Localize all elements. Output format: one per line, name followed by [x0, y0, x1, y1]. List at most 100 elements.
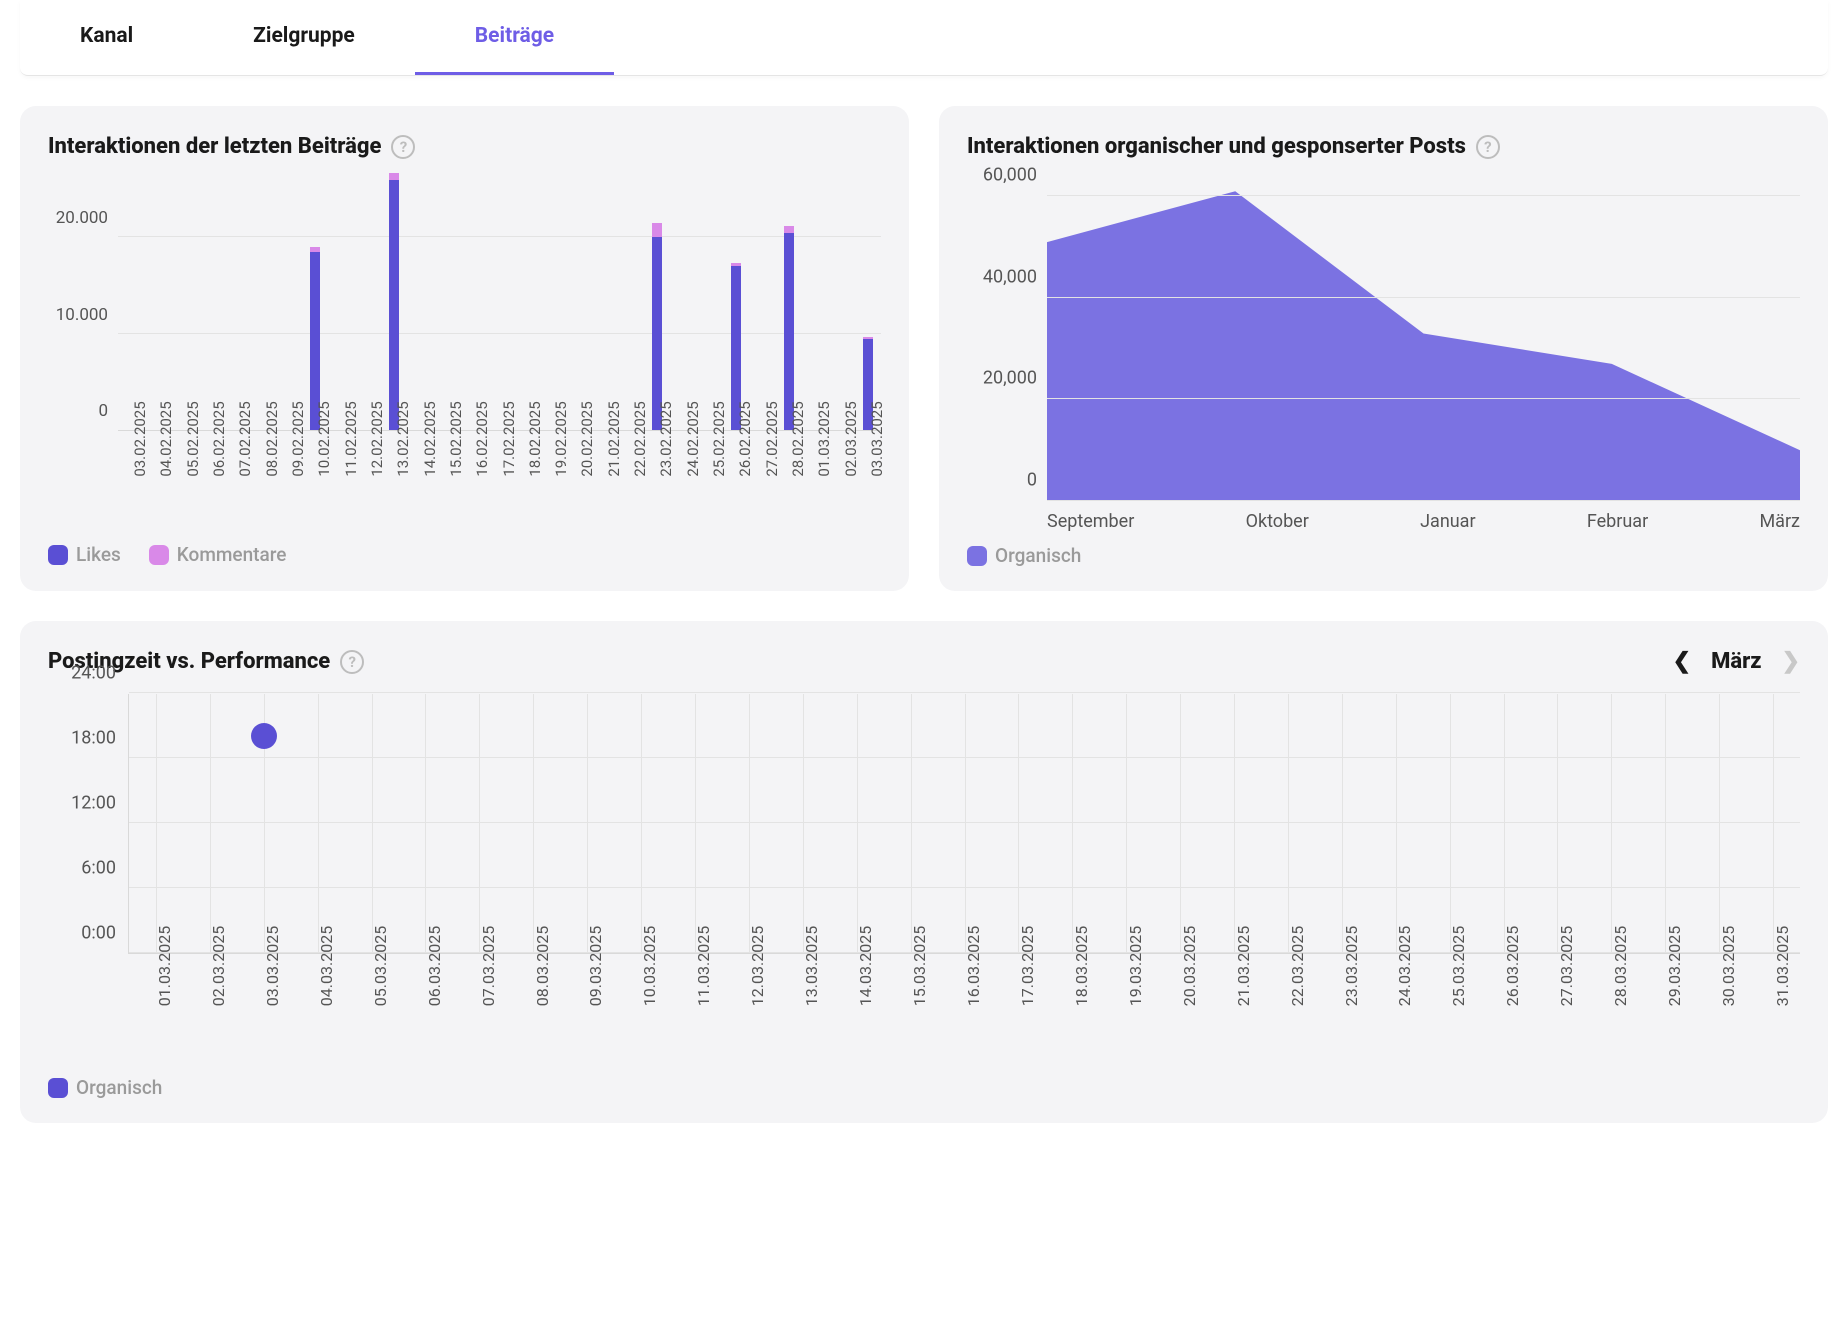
x-tick-label: 24.02.2025	[684, 401, 702, 476]
help-icon[interactable]: ?	[340, 650, 364, 674]
panel-title: Interaktionen der letzten Beiträge	[48, 134, 381, 159]
bar	[652, 223, 662, 430]
x-tick-label: 19.02.2025	[552, 401, 570, 476]
x-tick-label: 17.03.2025	[1018, 926, 1037, 1006]
x-tick-label: 04.03.2025	[317, 926, 336, 1006]
x-tick-label: 12.02.2025	[368, 401, 386, 476]
y-tick-label: 0	[98, 401, 108, 421]
month-label: März	[1711, 649, 1761, 674]
bar-segment-comments	[784, 226, 794, 233]
scatter-point	[251, 723, 277, 749]
panel-posting-time-performance: Postingzeit vs. Performance ? ❮ März ❯ 0…	[20, 621, 1828, 1123]
x-tick-label: 03.02.2025	[131, 401, 149, 476]
x-tick-label: 01.03.2025	[815, 401, 833, 476]
legend-swatch	[149, 545, 169, 565]
x-tick-label: 02.03.2025	[842, 401, 860, 476]
y-tick-label: 12:00	[71, 793, 116, 814]
tab-zielgruppe[interactable]: Zielgruppe	[193, 0, 415, 75]
panel-title: Interaktionen organischer und gesponsert…	[967, 134, 1466, 159]
bar-segment-likes	[389, 180, 399, 430]
x-tick-label: 29.03.2025	[1665, 926, 1684, 1006]
x-tick-label: 28.03.2025	[1611, 926, 1630, 1006]
y-tick-label: 20,000	[983, 368, 1037, 389]
x-tick-label: 17.02.2025	[500, 401, 518, 476]
x-tick-label: 15.02.2025	[447, 401, 465, 476]
y-tick-label: 10.000	[56, 305, 108, 325]
panel-interactions-organic-sponsored: Interaktionen organischer und gesponsert…	[939, 106, 1828, 591]
x-tick-label: 21.02.2025	[605, 401, 623, 476]
x-tick-label: 21.03.2025	[1234, 926, 1253, 1006]
tabs: KanalZielgruppeBeiträge	[20, 0, 1828, 76]
tab-kanal[interactable]: Kanal	[20, 0, 193, 75]
x-tick-label: 05.02.2025	[184, 401, 202, 476]
legend-item: Kommentare	[149, 543, 287, 566]
x-tick-label: 28.02.2025	[789, 401, 807, 476]
x-tick-label: 16.03.2025	[964, 926, 983, 1006]
x-tick-label: 27.02.2025	[763, 401, 781, 476]
x-tick-label: 08.02.2025	[263, 401, 281, 476]
x-tick-label: 24.03.2025	[1395, 926, 1414, 1006]
x-tick-label: 23.02.2025	[657, 401, 675, 476]
x-tick-label: 26.03.2025	[1503, 926, 1522, 1006]
bar-segment-comments	[652, 223, 662, 237]
x-tick-label: 25.03.2025	[1449, 926, 1468, 1006]
x-tick-label: 01.03.2025	[155, 926, 174, 1006]
x-tick-label: 06.02.2025	[210, 401, 228, 476]
x-tick-label: 22.02.2025	[631, 401, 649, 476]
area-chart: 020,00040,00060,000	[967, 171, 1800, 501]
scatter-chart: 0:006:0012:0018:0024:00	[48, 694, 1800, 954]
legend: Organisch	[967, 544, 1800, 567]
x-tick-label: 11.02.2025	[342, 401, 360, 476]
legend: Likes Kommentare	[48, 543, 881, 566]
x-tick-label: 23.03.2025	[1342, 926, 1361, 1006]
x-tick-label: 14.03.2025	[856, 926, 875, 1006]
x-tick-label: 05.03.2025	[371, 926, 390, 1006]
chevron-right-icon[interactable]: ❯	[1782, 649, 1800, 674]
x-tick-label: 08.03.2025	[533, 926, 552, 1006]
panel-interactions-recent: Interaktionen der letzten Beiträge ? 0 10…	[20, 106, 909, 591]
x-tick-label: 14.02.2025	[421, 401, 439, 476]
help-icon[interactable]: ?	[391, 135, 415, 159]
x-tick-label: 30.03.2025	[1719, 926, 1738, 1006]
x-tick-label: 20.02.2025	[578, 401, 596, 476]
legend: Organisch	[48, 1076, 1800, 1099]
x-tick-label: 07.03.2025	[479, 926, 498, 1006]
x-tick-label: 13.02.2025	[394, 401, 412, 476]
legend-label: Organisch	[76, 1076, 162, 1099]
x-tick-label: 12.03.2025	[748, 926, 767, 1006]
chevron-left-icon[interactable]: ❮	[1673, 649, 1691, 674]
x-tick-label: 06.03.2025	[425, 926, 444, 1006]
legend-label: Organisch	[995, 544, 1081, 567]
help-icon[interactable]: ?	[1476, 135, 1500, 159]
x-tick-label: 26.02.2025	[736, 401, 754, 476]
x-tick-label: 20.03.2025	[1180, 926, 1199, 1006]
y-tick-label: 24:00	[71, 663, 116, 684]
bar	[784, 226, 794, 430]
tab-beiträge[interactable]: Beiträge	[415, 0, 614, 75]
x-tick-label: Oktober	[1246, 511, 1309, 532]
bar-segment-comments	[389, 173, 399, 180]
x-tick-label: 03.03.2025	[868, 401, 886, 476]
y-tick-label: 20.000	[56, 208, 108, 228]
area-path	[1047, 191, 1800, 501]
y-tick-label: 0	[1027, 470, 1037, 491]
x-tick-label: Januar	[1420, 511, 1475, 532]
y-tick-label: 40,000	[983, 266, 1037, 287]
x-tick-label: 04.02.2025	[157, 401, 175, 476]
x-tick-label: 25.02.2025	[710, 401, 728, 476]
x-tick-label: 03.03.2025	[263, 926, 282, 1006]
x-tick-label: 10.02.2025	[315, 401, 333, 476]
x-tick-label: 18.03.2025	[1072, 926, 1091, 1006]
x-tick-label: 15.03.2025	[910, 926, 929, 1006]
x-tick-label: Februar	[1587, 511, 1648, 532]
x-tick-label: März	[1759, 511, 1800, 532]
legend-swatch	[48, 545, 68, 565]
x-tick-label: 22.03.2025	[1288, 926, 1307, 1006]
legend-item: Organisch	[48, 1076, 162, 1099]
month-selector: ❮ März ❯	[1673, 649, 1800, 674]
y-tick-label: 18:00	[71, 728, 116, 749]
x-tick-label: 16.02.2025	[473, 401, 491, 476]
x-tick-label: 09.02.2025	[289, 401, 307, 476]
legend-item: Likes	[48, 543, 121, 566]
legend-label: Likes	[76, 543, 121, 566]
